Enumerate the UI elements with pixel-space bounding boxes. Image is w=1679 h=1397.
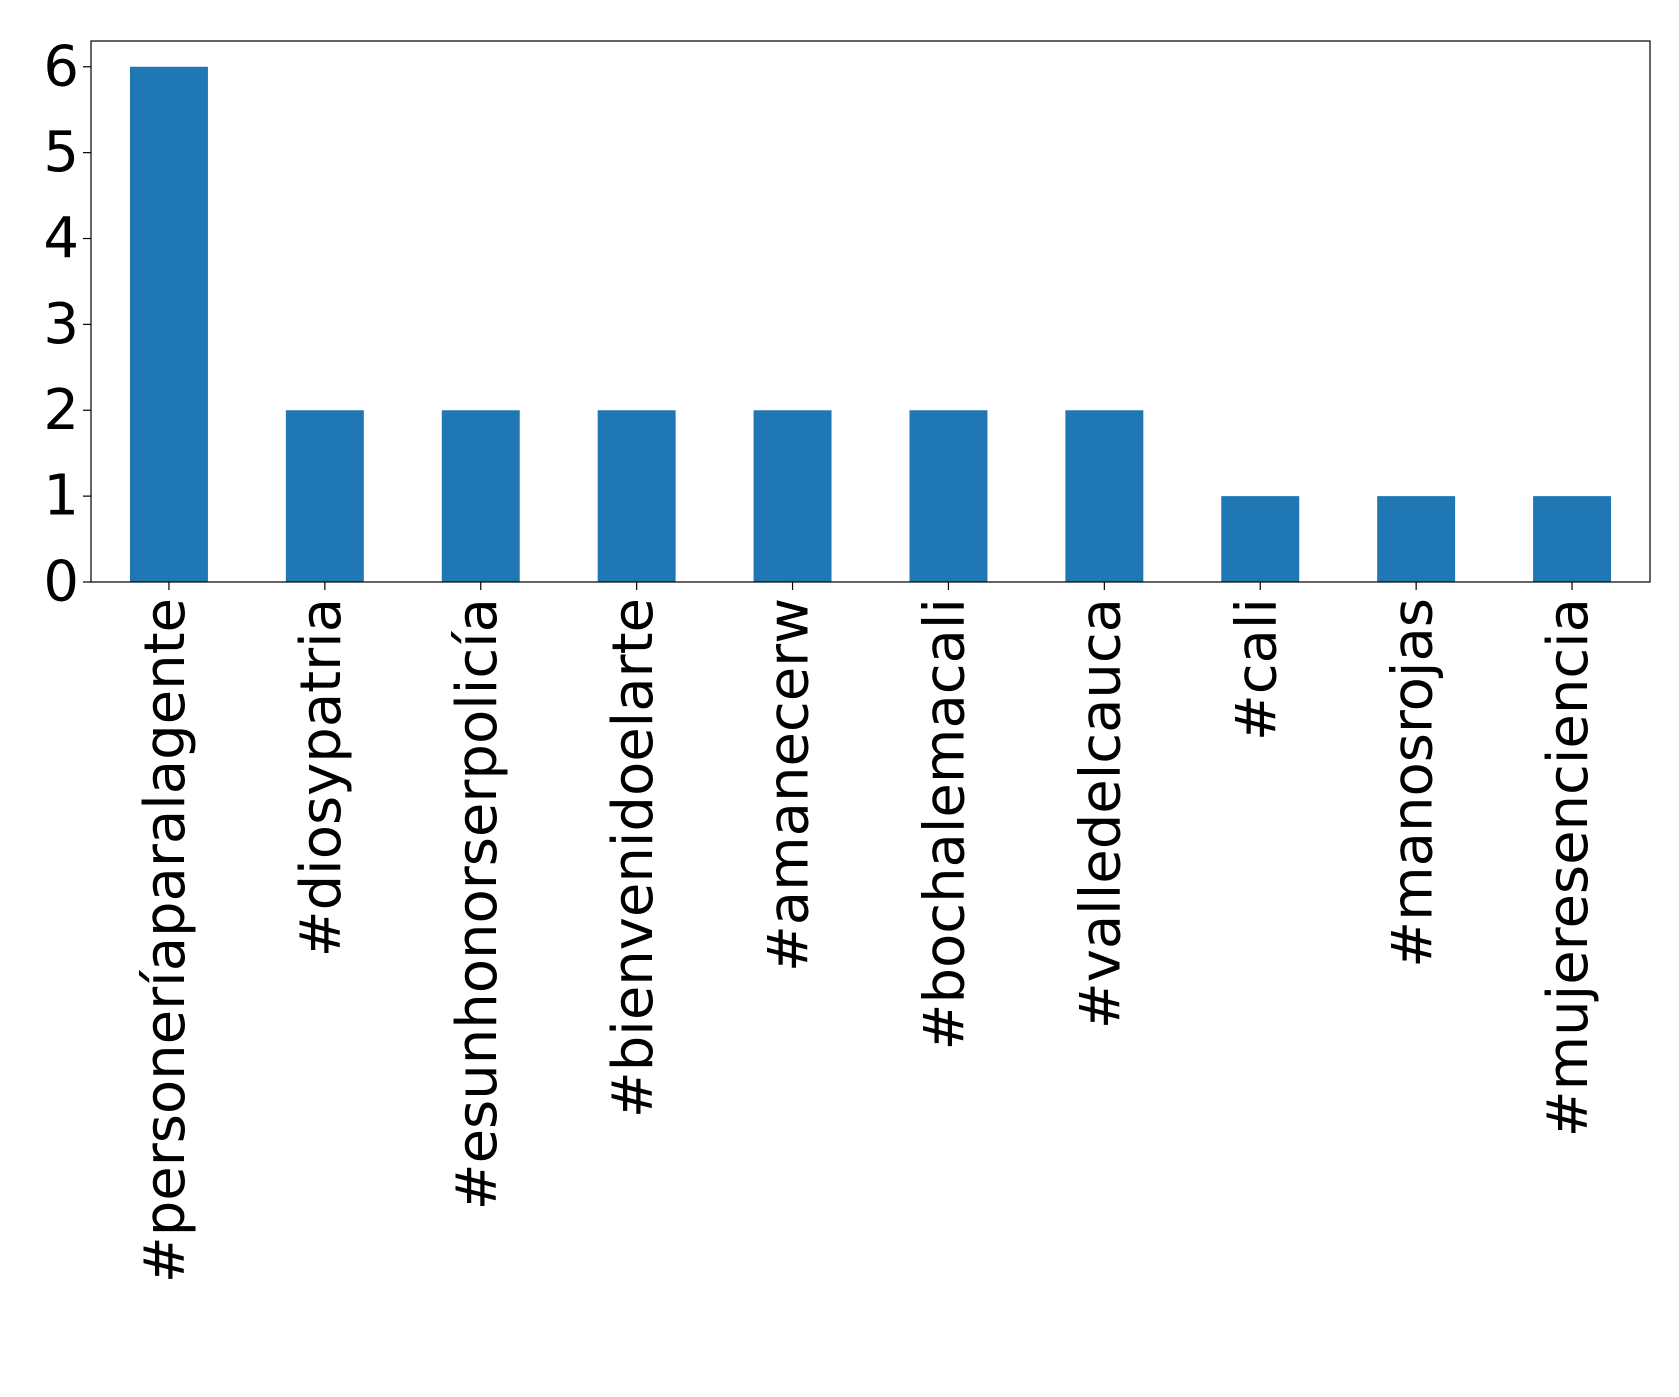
y-tick-label-1: 1 [43,464,79,529]
plot-frame [90,40,1651,583]
x-tick-label-9: #mujeresenciencia [1536,598,1601,1137]
y-tick-label-0: 0 [43,550,79,615]
bars-layer [129,66,1612,582]
x-tick-label-6: #valledelcauca [1068,598,1133,1029]
x-axis: #personeríaparalagente #diosypatria #esunh… [133,582,1601,1283]
bar-8 [1377,496,1456,582]
bar-7 [1221,496,1300,582]
x-tick-label-1: #diosypatria [289,598,354,957]
bar-9 [1533,496,1612,582]
x-tick-label-0: #personeríaparalagente [133,598,198,1283]
bar-1 [285,410,364,582]
bar-2 [441,410,520,582]
x-tick-label-7: #cali [1224,598,1289,741]
x-tick-label-4: #amanecerw [757,598,822,972]
y-tick-label-5: 5 [43,120,79,185]
y-tick-label-6: 6 [43,34,79,99]
bar-4 [753,410,832,582]
y-tick-label-3: 3 [43,292,79,357]
y-tick-label-2: 2 [43,378,79,443]
x-tick-label-3: #bienvenidoelarte [601,598,666,1118]
x-tick-label-5: #bochalemacali [913,598,978,1050]
x-tick-label-8: #manosrojas [1380,598,1445,968]
bar-5 [909,410,988,582]
bar-3 [597,410,676,582]
y-axis: 0 1 2 3 4 5 6 [43,34,91,615]
y-tick-label-4: 4 [43,206,79,271]
x-tick-label-2: #esunhonorserpolicía [445,598,510,1210]
bar-0 [129,66,208,582]
bar-6 [1065,410,1144,582]
